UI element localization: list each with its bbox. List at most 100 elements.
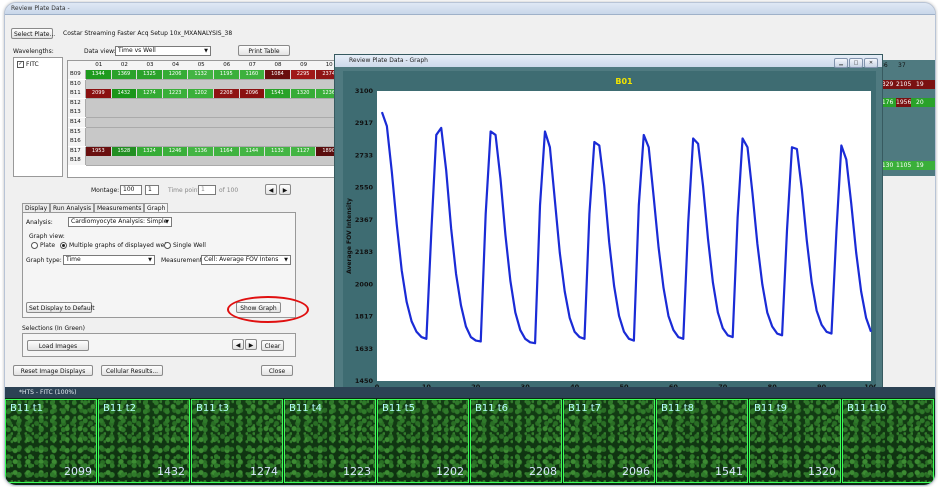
table-row	[86, 156, 343, 167]
table-cell[interactable]: 1246	[162, 146, 189, 156]
image-thumbnail[interactable]: B11 t6 2208	[470, 399, 562, 483]
table-cell[interactable]: 1084	[265, 70, 291, 79]
table-cell[interactable]: 1132	[188, 70, 214, 79]
table-cell[interactable]: 1325	[137, 70, 163, 79]
table-cell[interactable]: 2096	[239, 89, 266, 99]
table-cell[interactable]: 1344	[86, 70, 112, 79]
table-cell[interactable]: 2099	[86, 89, 112, 99]
y-tick-label: 3100	[355, 87, 374, 95]
row-label: B09	[68, 70, 86, 79]
table-cell[interactable]: 1320	[290, 89, 317, 99]
thumbnail-label: B11 t8	[661, 403, 695, 414]
set-display-default-button[interactable]: Set Display to Default	[26, 302, 95, 313]
table-cell[interactable]: 1127	[290, 146, 317, 156]
table-cell[interactable]: 1206	[162, 70, 189, 79]
prev-button[interactable]: ◀	[265, 184, 277, 195]
thumbnail-label: B11 t1	[10, 403, 44, 414]
image-thumbnail[interactable]: B11 t1 2099	[5, 399, 97, 483]
measurement-select[interactable]: Cell: Average FOV Intens ▼	[201, 255, 291, 265]
selection-next-button[interactable]: ▶	[245, 339, 257, 350]
table-row: 1176 1956 20	[876, 98, 935, 107]
print-table-button[interactable]: Print Table	[238, 45, 290, 56]
strip-title: *HTS - FITC (100%)	[5, 387, 935, 398]
table-row: 1130 1105 19	[876, 161, 935, 170]
graph-window-titlebar: Review Plate Data - Graph ▁ □ ✕	[335, 55, 882, 68]
view-option-single[interactable]: Single Well	[164, 242, 206, 249]
radio-single[interactable]	[164, 242, 171, 249]
next-button[interactable]: ▶	[279, 184, 291, 195]
graph-view-label: Graph view:	[29, 233, 65, 240]
image-thumbnail[interactable]: B11 t10	[842, 399, 934, 483]
time-point-input[interactable]: 1	[198, 185, 216, 195]
table-cell[interactable]: 1953	[86, 146, 112, 156]
thumbnail-value: 1541	[715, 465, 743, 478]
image-thumbnail[interactable]: B11 t3 1274	[191, 399, 283, 483]
table-cell[interactable]: 1136	[188, 146, 214, 156]
view-option-plate[interactable]: Plate	[31, 242, 55, 249]
image-thumbnail[interactable]: B11 t9 1320	[749, 399, 841, 483]
y-tick-label: 1817	[355, 312, 373, 320]
time-point-of-label: of 100	[219, 187, 239, 194]
load-images-button[interactable]: Load Images	[27, 340, 89, 351]
tab-graph[interactable]: Graph	[144, 203, 169, 213]
plate-data-table: 01 02 03 04 05 06 07 08 09 10 B09 1344 1369 1325 1206…	[67, 60, 344, 178]
data-view-select[interactable]: Time vs Well ▼	[115, 46, 211, 56]
view-option-multiple[interactable]: Multiple graphs of displayed wells	[60, 242, 171, 249]
wavelength-item-fitc[interactable]: ✓ FITC	[17, 61, 39, 68]
image-thumbnail[interactable]: B11 t4 1223	[284, 399, 376, 483]
close-button[interactable]: Close	[261, 365, 293, 376]
fitc-checkbox[interactable]: ✓	[17, 61, 24, 68]
chevron-down-icon: ▼	[204, 48, 208, 54]
tab-run-analysis[interactable]: Run Analysis	[50, 203, 95, 213]
table-cell[interactable]: 1541	[265, 89, 291, 99]
y-tick-label: 2000	[355, 280, 374, 288]
graph-type-select[interactable]: Time ▼	[63, 255, 155, 265]
analysis-select[interactable]: Cardiomyocyte Analysis: Simple ▼	[68, 217, 172, 227]
clear-button[interactable]: Clear	[261, 340, 284, 351]
maximize-icon[interactable]: □	[849, 58, 863, 68]
table-cell[interactable]: 1369	[111, 70, 138, 79]
image-thumbnail[interactable]: B11 t7 2096	[563, 399, 655, 483]
triangle-right-icon: ▶	[248, 342, 254, 349]
tab-measurements[interactable]: Measurements	[94, 203, 145, 213]
table-cell[interactable]: 1274	[137, 89, 163, 99]
radio-multiple[interactable]	[60, 242, 67, 249]
y-tick-label: 1633	[355, 345, 373, 353]
table-cell[interactable]: 2295	[290, 70, 317, 79]
table-row: 2329 2105 19	[876, 80, 935, 89]
table-cell[interactable]: 1160	[239, 70, 266, 79]
table-row	[86, 98, 343, 109]
close-icon[interactable]: ✕	[864, 58, 878, 68]
montage-step-input[interactable]: 1	[145, 185, 159, 195]
table-cell[interactable]: 1195	[214, 70, 240, 79]
highlight-circle	[227, 296, 309, 323]
table-cell[interactable]: 1432	[111, 89, 138, 99]
table-cell: 19	[916, 162, 924, 169]
table-cell[interactable]: 1202	[188, 89, 214, 99]
image-thumbnail[interactable]: B11 t2 1432	[98, 399, 190, 483]
table-cell[interactable]: 1164	[214, 146, 240, 156]
chevron-down-icon: ▼	[284, 257, 288, 263]
table-cell[interactable]: 2208	[214, 89, 240, 99]
selection-prev-button[interactable]: ◀	[232, 339, 244, 350]
select-plate-button[interactable]: Select Plate...	[11, 28, 55, 39]
montage-input[interactable]: 100	[120, 185, 142, 195]
image-thumbnail[interactable]: B11 t8 1541	[656, 399, 748, 483]
reset-image-displays-button[interactable]: Reset Image Displays	[13, 365, 93, 376]
y-tick-label: 1450	[355, 377, 374, 385]
thumbnail-value: 2208	[529, 465, 557, 478]
table-cell[interactable]: 1132	[265, 146, 291, 156]
minimize-icon[interactable]: ▁	[834, 58, 848, 68]
table-cell[interactable]: 1144	[239, 146, 266, 156]
radio-plate[interactable]	[31, 242, 38, 249]
table-cell[interactable]: 1528	[111, 146, 138, 156]
cellular-results-button[interactable]: Cellular Results...	[101, 365, 163, 376]
table-cell[interactable]: 1223	[162, 89, 189, 99]
y-tick-label: 2917	[355, 119, 373, 127]
graph-type-value: Time	[66, 256, 81, 263]
table-row	[86, 127, 343, 138]
table-cell[interactable]: 1324	[137, 146, 163, 156]
tab-display[interactable]: Display	[22, 203, 51, 213]
triangle-right-icon: ▶	[282, 187, 288, 194]
image-thumbnail[interactable]: B11 t5 1202	[377, 399, 469, 483]
